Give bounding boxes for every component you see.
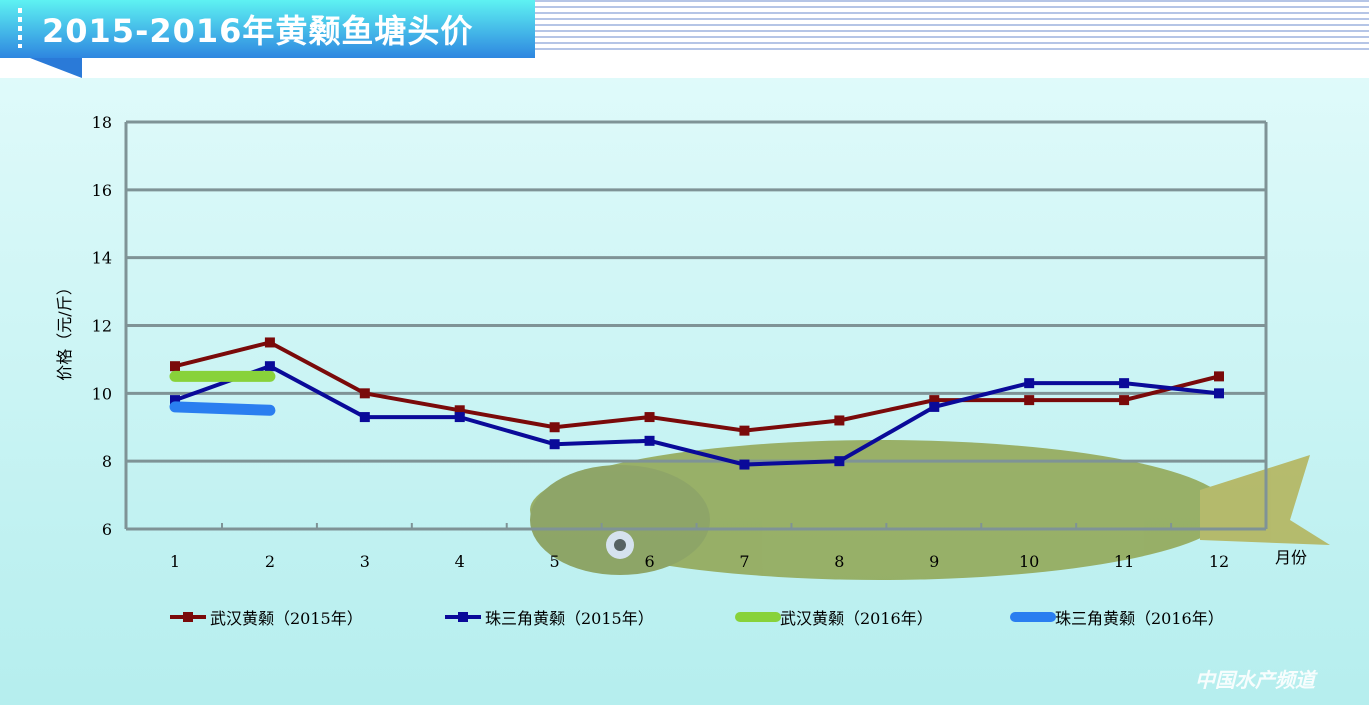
x-tick-label: 4 bbox=[455, 552, 465, 571]
x-tick-label: 3 bbox=[360, 552, 370, 571]
x-tick-label: 1 bbox=[170, 552, 180, 571]
x-tick-label: 8 bbox=[834, 552, 844, 571]
data-point bbox=[739, 459, 750, 470]
y-tick-label: 18 bbox=[92, 113, 112, 132]
x-tick-label: 9 bbox=[929, 552, 939, 571]
series-line bbox=[169, 401, 276, 416]
watermark-logo: 中国水产频道 bbox=[1195, 668, 1315, 692]
legend-label: 珠三角黄颡（2016年） bbox=[1055, 609, 1224, 628]
data-point bbox=[549, 422, 560, 433]
data-point bbox=[264, 337, 275, 348]
x-tick-label: 5 bbox=[550, 552, 560, 571]
legend-marker bbox=[458, 612, 468, 622]
y-tick-label: 14 bbox=[92, 249, 112, 268]
data-point bbox=[359, 388, 370, 399]
data-point bbox=[834, 456, 845, 467]
data-point bbox=[454, 412, 465, 423]
banner-dots bbox=[18, 8, 22, 48]
data-point bbox=[929, 395, 940, 406]
data-point bbox=[644, 412, 655, 423]
x-tick-label: 11 bbox=[1114, 552, 1134, 571]
y-axis-label: 价格（元/斤） bbox=[55, 279, 74, 380]
legend-label: 武汉黄颡（2016年） bbox=[780, 609, 933, 628]
data-point bbox=[1119, 395, 1130, 406]
series-line bbox=[174, 340, 1220, 433]
header-stripes bbox=[535, 0, 1369, 50]
series-line bbox=[174, 364, 1220, 467]
y-tick-label: 12 bbox=[92, 317, 112, 336]
data-point bbox=[359, 412, 370, 423]
data-point bbox=[454, 405, 465, 416]
y-tick-label: 16 bbox=[92, 181, 112, 200]
data-point bbox=[834, 415, 845, 426]
background bbox=[0, 78, 1369, 705]
legend-label: 珠三角黄颡（2015年） bbox=[485, 609, 654, 628]
title-banner bbox=[0, 0, 535, 58]
data-point bbox=[1214, 371, 1224, 382]
y-tick-label: 6 bbox=[102, 520, 112, 539]
y-tick-label: 8 bbox=[102, 452, 112, 471]
data-point bbox=[1214, 388, 1224, 399]
x-tick-label: 7 bbox=[739, 552, 749, 571]
banner-tail bbox=[30, 58, 82, 78]
data-point bbox=[1119, 378, 1130, 389]
data-point bbox=[549, 439, 560, 450]
x-axis-label: 月份 bbox=[1275, 548, 1307, 567]
x-tick-label: 2 bbox=[265, 552, 275, 571]
data-point bbox=[739, 425, 750, 436]
page-title: 2015-2016年黄颡鱼塘头价 bbox=[42, 12, 474, 50]
legend-marker bbox=[183, 612, 193, 622]
data-point bbox=[1024, 395, 1035, 406]
x-tick-label: 12 bbox=[1209, 552, 1229, 571]
data-point bbox=[170, 395, 180, 406]
data-point bbox=[929, 401, 940, 412]
data-point bbox=[644, 435, 655, 446]
data-point bbox=[170, 361, 180, 372]
data-point bbox=[1024, 378, 1035, 389]
x-tick-label: 10 bbox=[1019, 552, 1039, 571]
y-tick-label: 10 bbox=[92, 384, 112, 403]
legend-label: 武汉黄颡（2015年） bbox=[210, 609, 363, 628]
data-point bbox=[264, 361, 275, 372]
x-tick-label: 6 bbox=[644, 552, 654, 571]
